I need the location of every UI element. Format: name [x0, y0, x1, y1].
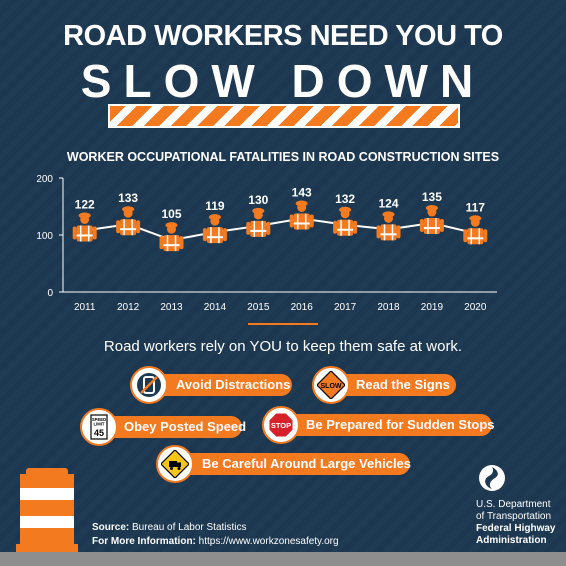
- source-text: Bureau of Labor Statistics: [132, 522, 247, 533]
- tip-label: Avoid Distractions: [176, 377, 291, 392]
- y-tick-label: 0: [47, 288, 53, 299]
- data-label: 133: [118, 191, 138, 205]
- tip-label: Be Prepared for Sudden Stops: [306, 417, 495, 432]
- road-worker-icon: [202, 214, 227, 244]
- usdot-logo-icon: [479, 465, 505, 491]
- data-label: 119: [205, 199, 225, 213]
- svg-text:SLOW: SLOW: [321, 383, 342, 390]
- svg-text:SPEED: SPEED: [92, 417, 106, 422]
- data-label: 130: [248, 193, 268, 207]
- tip-sudden-stops: STOP Be Prepared for Sudden Stops: [262, 406, 495, 444]
- data-label: 124: [378, 196, 398, 210]
- no-phone-icon: [130, 366, 168, 404]
- x-tick-label: 2020: [464, 302, 487, 313]
- x-tick-label: 2018: [377, 302, 400, 313]
- x-tick-label: 2017: [334, 302, 357, 313]
- data-label: 105: [161, 207, 181, 221]
- fatalities-chart: 0 100 200 122 2011 133 2012 105 2013 119 2014 130 20…: [36, 174, 497, 313]
- data-label: 135: [422, 190, 442, 204]
- road-worker-icon: [376, 211, 401, 241]
- y-tick-label: 100: [36, 231, 53, 242]
- x-tick-label: 2014: [204, 302, 227, 313]
- road-worker-icon: [463, 215, 488, 245]
- tip-label: Be Careful Around Large Vehicles: [202, 456, 412, 471]
- data-label: 122: [75, 197, 95, 211]
- x-tick-label: 2011: [74, 302, 96, 313]
- x-tick-label: 2016: [291, 302, 314, 313]
- svg-text:STOP: STOP: [271, 421, 291, 430]
- traffic-barrel-icon: [16, 468, 78, 558]
- divider: [248, 323, 318, 325]
- tip-read-signs: SLOW Read the Signs: [312, 366, 456, 404]
- road-worker-icon: [72, 212, 97, 242]
- slow-sign-icon: SLOW: [312, 366, 350, 404]
- road-worker-icon: [159, 222, 184, 252]
- tip-obey-speed: SPEED LIMIT 45 Obey Posted Speed: [80, 408, 246, 446]
- stop-sign-icon: STOP: [262, 406, 300, 444]
- source-label: Source:: [92, 522, 130, 533]
- data-label: 132: [335, 192, 355, 206]
- info-link[interactable]: https://www.workzonesafety.org: [198, 536, 339, 547]
- x-tick-label: 2012: [117, 302, 140, 313]
- tip-label: Obey Posted Speed: [124, 419, 247, 434]
- road-worker-icon: [246, 207, 271, 237]
- footer-bar: [0, 552, 566, 566]
- x-tick-label: 2015: [247, 302, 270, 313]
- speed-limit-icon: SPEED LIMIT 45: [80, 408, 118, 446]
- data-label: 117: [466, 200, 486, 214]
- headline-top: ROAD WORKERS NEED YOU TO: [63, 20, 503, 52]
- road-worker-icon: [116, 206, 141, 236]
- road-worker-icon: [333, 206, 358, 236]
- road-worker-icon: [419, 205, 444, 235]
- tip-large-vehicles: Be Careful Around Large Vehicles: [156, 445, 412, 483]
- tagline: Road workers rely on YOU to keep them sa…: [103, 338, 463, 355]
- road-worker-icon: [289, 200, 314, 230]
- tip-avoid-distractions: Avoid Distractions: [130, 366, 292, 404]
- chart-title: WORKER OCCUPATIONAL FATALITIES IN ROAD C…: [66, 150, 500, 164]
- fhwa-name: Federal Highway Administration: [476, 523, 556, 546]
- svg-text:LIMIT: LIMIT: [94, 422, 105, 427]
- svg-text:45: 45: [94, 428, 104, 438]
- y-tick-label: 200: [36, 174, 53, 185]
- striped-barrier: [108, 104, 460, 128]
- data-label: 143: [292, 185, 312, 199]
- info-label: For More Information:: [92, 536, 196, 547]
- dot-name: U.S. Department of Transportation: [476, 499, 552, 522]
- tip-label: Read the Signs: [356, 377, 450, 392]
- x-tick-label: 2019: [421, 302, 444, 313]
- series-line: [84, 217, 476, 242]
- x-tick-label: 2013: [160, 302, 183, 313]
- truck-sign-icon: [156, 445, 194, 483]
- headline-main: SLOW DOWN: [80, 55, 486, 107]
- source-block: Source: Bureau of Labor Statistics For M…: [92, 521, 339, 549]
